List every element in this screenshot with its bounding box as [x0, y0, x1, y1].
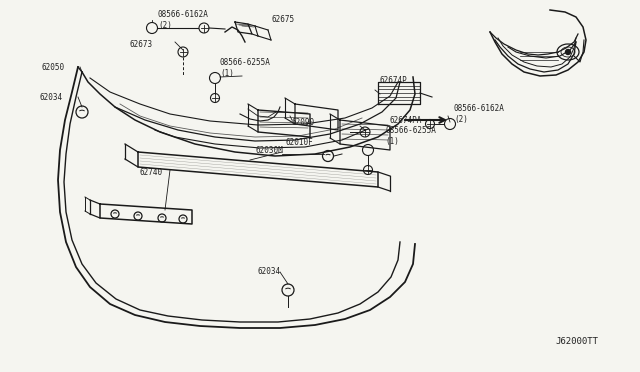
- Text: 62673: 62673: [130, 39, 153, 48]
- Text: 62050: 62050: [42, 62, 65, 71]
- Circle shape: [566, 49, 570, 55]
- Text: 62674PA: 62674PA: [390, 115, 422, 125]
- Text: 08566-6255A
(1): 08566-6255A (1): [385, 126, 436, 146]
- Text: 62034: 62034: [40, 93, 63, 102]
- Text: 62090: 62090: [292, 118, 315, 126]
- Text: 08566-6162A
(2): 08566-6162A (2): [158, 10, 209, 30]
- Text: 08566-6255A
(1): 08566-6255A (1): [220, 58, 271, 78]
- Text: 62034: 62034: [258, 267, 281, 276]
- Text: 62674P: 62674P: [380, 76, 408, 84]
- Text: 62030M: 62030M: [255, 145, 283, 154]
- Text: J62000TT: J62000TT: [555, 337, 598, 346]
- Text: 62010F: 62010F: [285, 138, 313, 147]
- Text: 62675: 62675: [272, 15, 295, 23]
- Text: 08566-6162A
(2): 08566-6162A (2): [454, 104, 505, 124]
- Text: 62740: 62740: [140, 167, 163, 176]
